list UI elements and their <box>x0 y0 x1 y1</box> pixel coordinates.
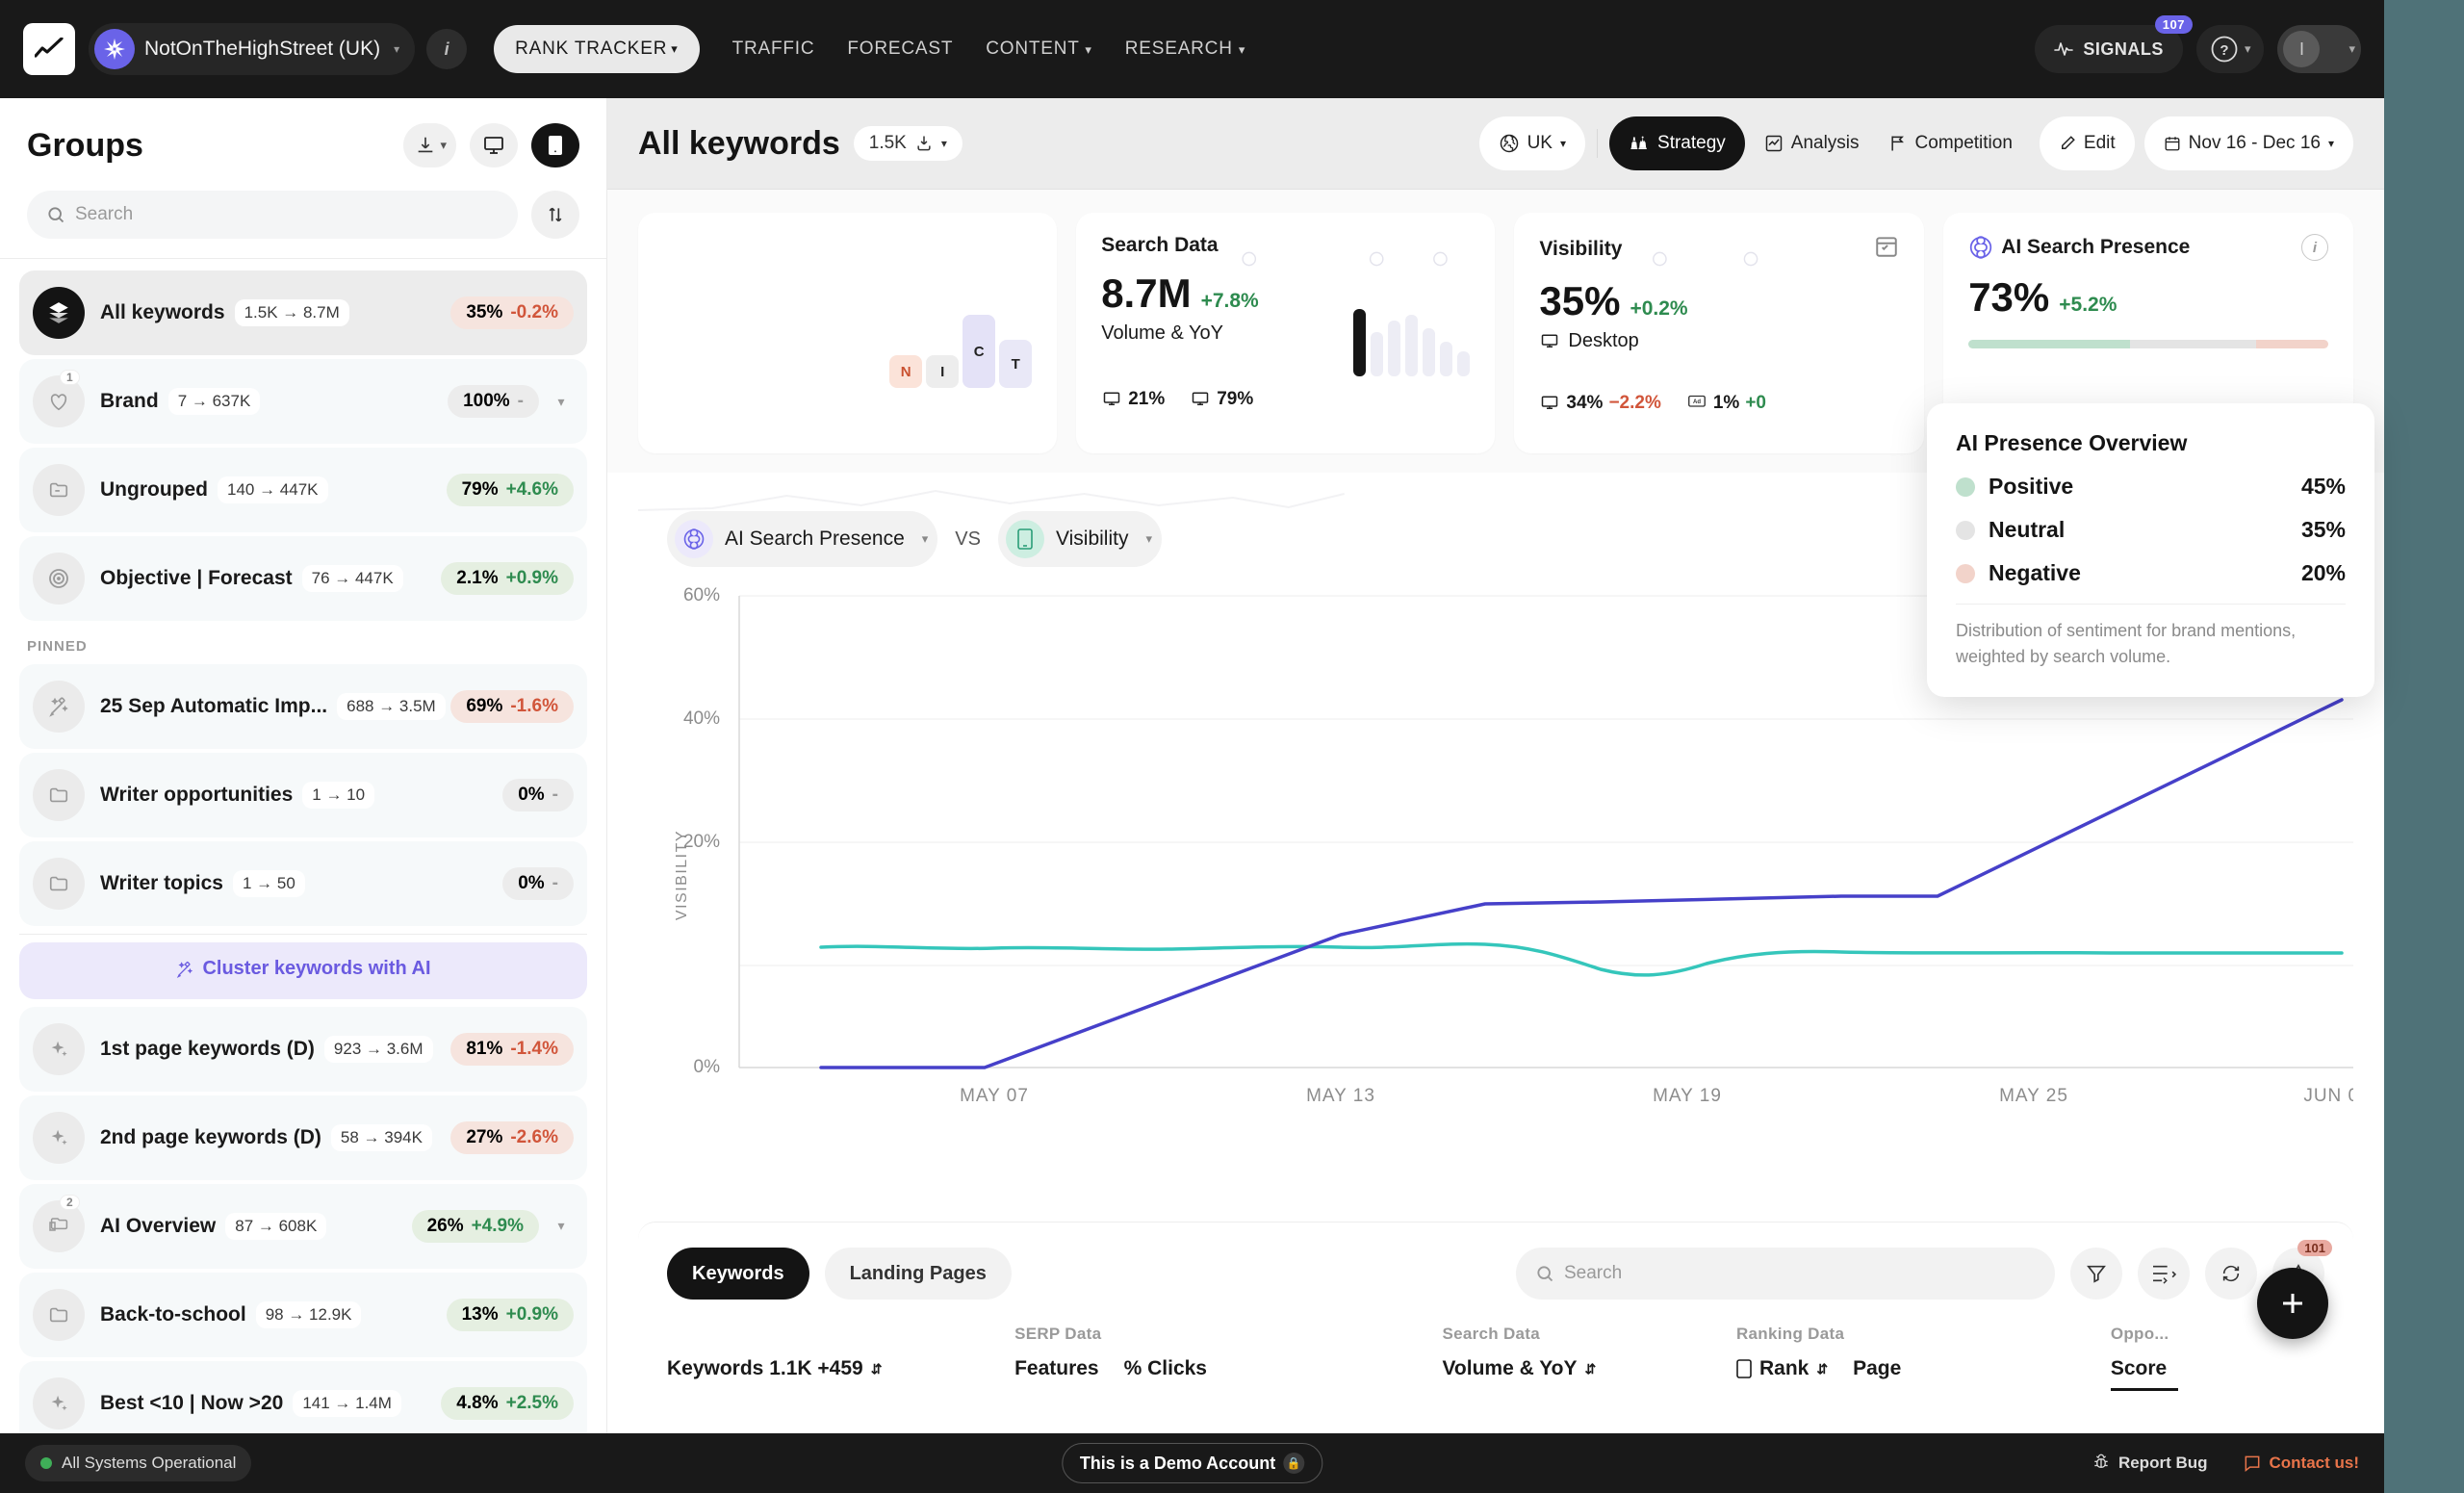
svg-text:MAY 19: MAY 19 <box>1653 1086 1722 1106</box>
svg-text:?: ? <box>2220 42 2228 59</box>
svg-text:60%: 60% <box>683 586 720 605</box>
svg-text:0%: 0% <box>694 1057 721 1077</box>
svg-text:MAY 25: MAY 25 <box>1999 1086 2068 1106</box>
svg-text:MAY 07: MAY 07 <box>960 1086 1029 1106</box>
svg-text:Ad: Ad <box>1693 399 1701 405</box>
svg-text:JUN 01: JUN 01 <box>2303 1086 2353 1106</box>
svg-text:VISIBILITY: VISIBILITY <box>674 830 690 920</box>
svg-text:MAY 13: MAY 13 <box>1306 1086 1375 1106</box>
svg-text:40%: 40% <box>683 708 720 729</box>
